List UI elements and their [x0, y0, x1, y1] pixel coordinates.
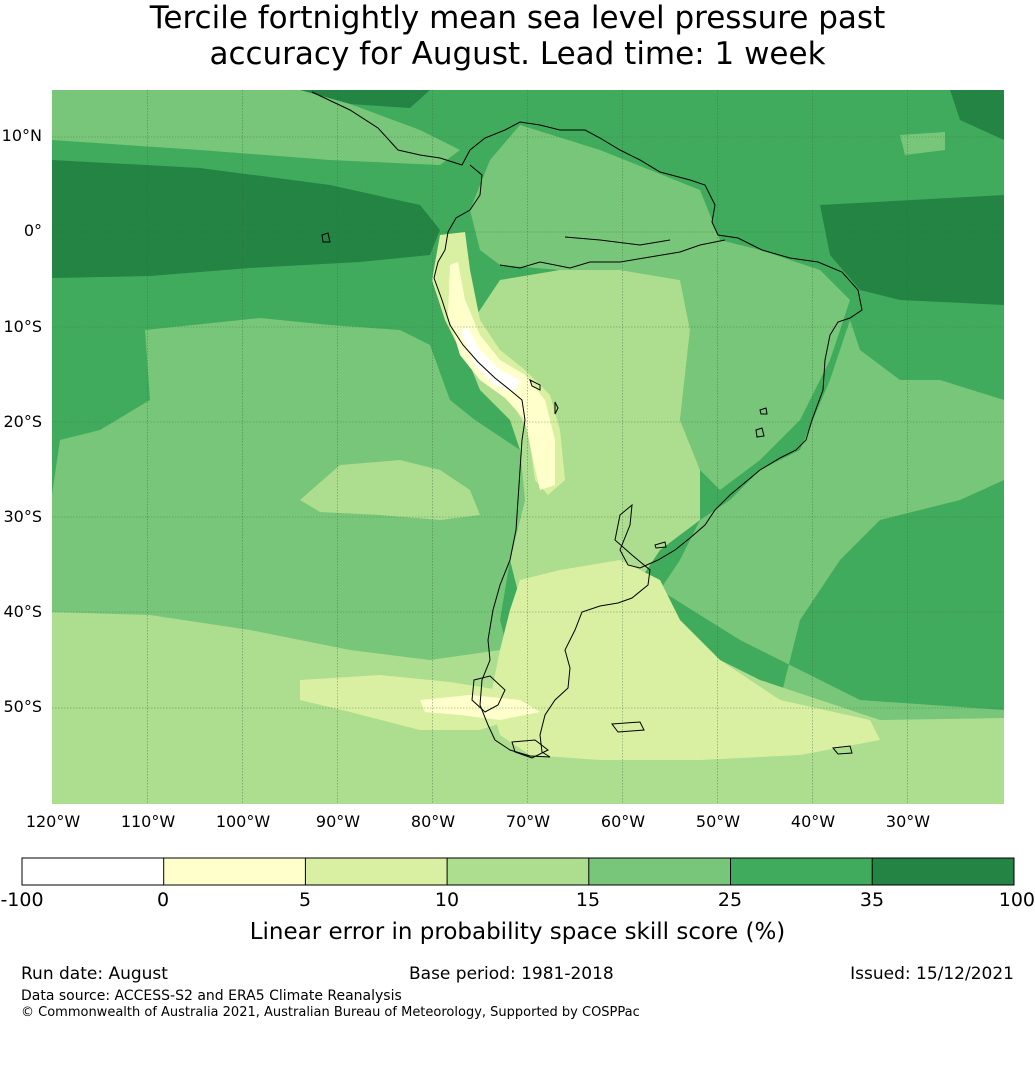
colorbar-tick-35: 35	[859, 889, 885, 911]
map-title: Tercile fortnightly mean sea level press…	[0, 0, 1035, 72]
colorbar	[21, 857, 1015, 886]
colorbar-segment-10-15	[447, 858, 589, 885]
skill-band-15-25-ne-patch	[900, 132, 945, 155]
skill-band-15-25-brazil	[470, 125, 850, 490]
lon-label-70w: 70°W	[505, 812, 551, 831]
lat-label-30s: 30°S	[3, 507, 42, 526]
colorbar-segment-25-35	[730, 858, 873, 885]
lon-label-90w: 90°W	[315, 812, 361, 831]
title-line-2: accuracy for August. Lead time: 1 week	[209, 36, 826, 72]
colorbar-tick-25: 25	[717, 889, 743, 911]
skill-band-35-100-top	[300, 90, 430, 108]
lat-label-20s: 20°S	[3, 412, 42, 431]
issued-date: Issued: 15/12/2021	[850, 964, 1014, 984]
colorbar-tick-15: 15	[575, 889, 601, 911]
lon-label-120w: 120°W	[25, 812, 81, 831]
lon-label-50w: 50°W	[695, 812, 741, 831]
skill-band-35-100-atlantic	[820, 195, 1004, 305]
colorbar-segment-5-10	[305, 858, 448, 885]
lon-label-30w: 30°W	[885, 812, 931, 831]
run-date: Run date: August	[21, 964, 168, 984]
graticule	[52, 90, 1004, 804]
colorbar-segment-0-5	[163, 858, 306, 885]
skill-map	[21, 90, 1015, 886]
lat-label-50s: 50°S	[3, 697, 42, 716]
colorbar-tick-5: 5	[298, 889, 312, 911]
skill-band-10-15-pacific	[300, 460, 480, 520]
colorbar-segment-35-100	[872, 858, 1014, 885]
base-period: Base period: 1981-2018	[409, 964, 614, 984]
colorbar-tick-100: 100	[998, 889, 1035, 911]
lon-label-110w: 110°W	[120, 812, 176, 831]
data-source: Data source: ACCESS-S2 and ERA5 Climate …	[21, 988, 402, 1004]
lon-label-60w: 60°W	[600, 812, 646, 831]
colorbar-tick-neg100: -100	[0, 889, 44, 911]
lat-label-40s: 40°S	[3, 602, 42, 621]
skill-band-neg-andes	[460, 328, 520, 392]
colorbar-segment-15-25	[588, 858, 731, 885]
lon-label-80w: 80°W	[410, 812, 456, 831]
skill-band-5-10-west	[300, 675, 510, 730]
skill-band-15-25-north-strip	[52, 90, 460, 165]
colorbar-tick-0: 0	[156, 889, 170, 911]
lat-label-0: 0°	[23, 221, 42, 240]
copyright: © Commonwealth of Australia 2021, Austra…	[21, 1005, 640, 1020]
skill-band-10-15-interior	[460, 270, 700, 610]
skill-band-35-100-ne	[950, 90, 1004, 140]
lat-label-10s: 10°S	[3, 317, 42, 336]
colorbar-title: Linear error in probability space skill …	[249, 919, 786, 945]
lon-label-40w: 40°W	[790, 812, 836, 831]
lat-label-10n: 10°N	[1, 126, 42, 145]
title-line-1: Tercile fortnightly mean sea level press…	[149, 0, 886, 36]
lon-label-100w: 100°W	[215, 812, 271, 831]
coastline	[311, 91, 863, 759]
colorbar-segment-neg100-0	[22, 858, 164, 885]
colorbar-tick-10: 10	[434, 889, 460, 911]
skill-band-35-100-north-pacific	[52, 160, 440, 278]
